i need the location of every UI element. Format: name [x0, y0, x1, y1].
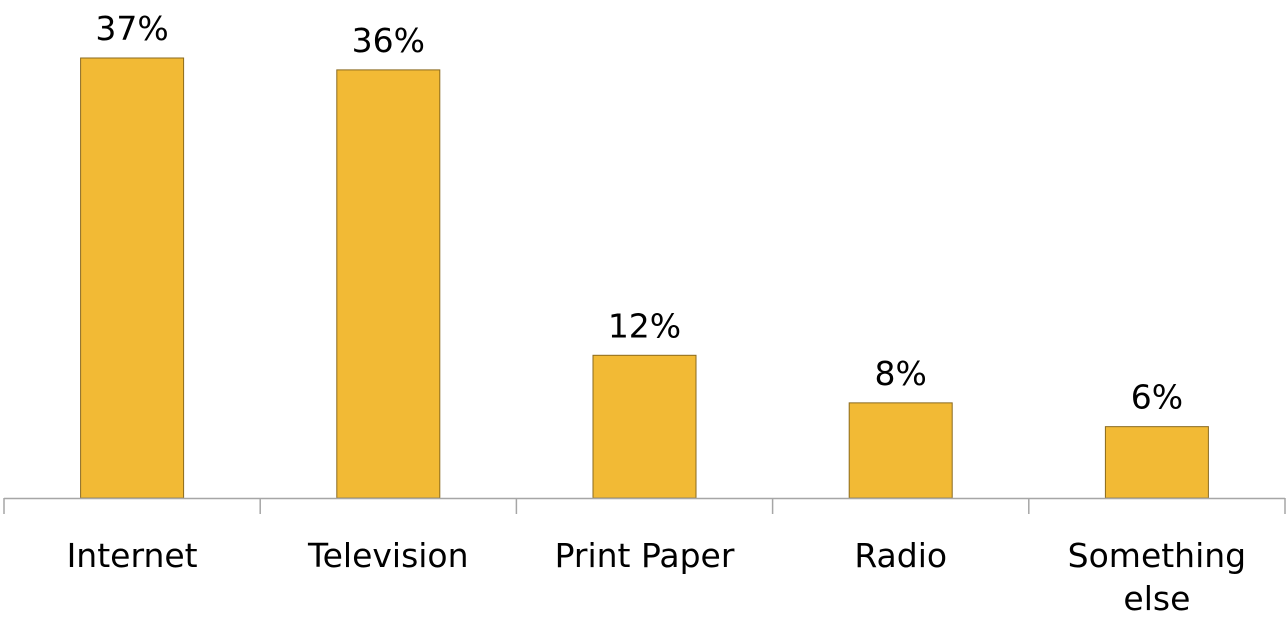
bar-4	[1104, 426, 1209, 499]
data-label-2: 12%	[608, 306, 681, 345]
bar-1	[336, 69, 441, 499]
bar-2	[592, 354, 697, 499]
bars-layer	[80, 57, 1209, 499]
category-label-line: Print Paper	[555, 536, 735, 575]
data-label-3: 8%	[875, 354, 927, 393]
category-label-line: Internet	[67, 536, 198, 575]
category-label-line: Something	[1068, 536, 1246, 575]
category-label-4: Something else	[1068, 536, 1246, 618]
category-label-line: else	[1123, 579, 1190, 618]
data-label-1: 36%	[352, 21, 425, 60]
bar-0	[80, 57, 185, 499]
data-label-0: 37%	[95, 9, 168, 48]
category-label-0: Internet	[67, 536, 198, 575]
labels-layer: 37% Internet 36% Television 12% Print Paper 8%…	[67, 9, 1247, 618]
category-label-3: Radio	[854, 536, 947, 575]
bar-3	[848, 402, 953, 499]
category-label-line: Radio	[854, 536, 947, 575]
x-axis	[3, 497, 1286, 514]
data-label-4: 6%	[1131, 378, 1183, 417]
category-label-2: Print Paper	[555, 536, 735, 575]
category-label-1: Television	[307, 536, 469, 575]
category-label-line: Television	[307, 536, 469, 575]
